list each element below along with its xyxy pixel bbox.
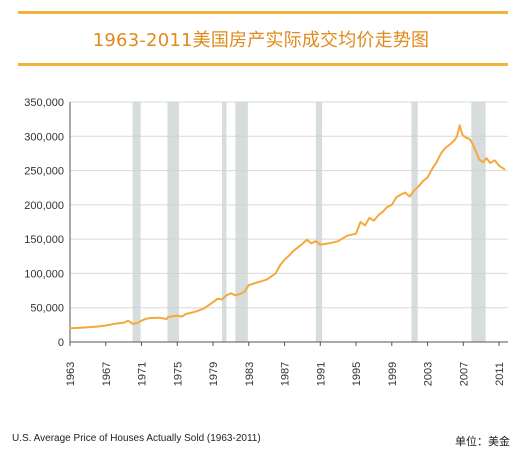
title-banner: 1963-2011美国房产实际成交均价走势图 xyxy=(0,0,522,70)
source-caption: U.S. Average Price of Houses Actually So… xyxy=(12,433,261,444)
x-tick-label: 1983 xyxy=(244,362,256,386)
x-tick-label: 1979 xyxy=(208,362,220,386)
x-tick-label: 1995 xyxy=(351,362,363,386)
recession-band xyxy=(132,102,141,342)
chart-title: 1963-2011美国房产实际成交均价走势图 xyxy=(92,30,430,51)
x-tick-label: 1971 xyxy=(137,362,149,386)
recession-band xyxy=(167,102,180,342)
y-tick-label: 100,000 xyxy=(24,268,64,280)
x-tick-label: 2007 xyxy=(458,362,470,386)
title-top-rule xyxy=(18,11,508,14)
x-tick-label: 1991 xyxy=(315,362,327,386)
recession-band xyxy=(315,102,323,342)
y-tick-label: 200,000 xyxy=(24,200,64,212)
x-tick-label: 1987 xyxy=(280,362,292,386)
y-tick-label: 150,000 xyxy=(24,234,64,246)
price-series-line xyxy=(69,124,506,330)
y-tick-label: 250,000 xyxy=(24,166,64,178)
x-tick-label: 2003 xyxy=(423,362,435,386)
x-tick-label: 1999 xyxy=(387,362,399,386)
recession-band xyxy=(471,102,486,342)
title-bottom-rule xyxy=(18,63,508,66)
y-tick-label: 350,000 xyxy=(24,97,64,109)
y-tick-label: 50,000 xyxy=(30,303,64,315)
x-tick-label: 1963 xyxy=(65,362,77,386)
y-tick-label: 300,000 xyxy=(24,131,64,143)
recession-band xyxy=(235,102,248,342)
unit-label: 单位：美金 xyxy=(455,435,510,448)
y-tick-label: 0 xyxy=(58,337,64,349)
x-tick-label: 2011 xyxy=(494,362,506,386)
recession-band xyxy=(411,102,418,342)
recession-band xyxy=(221,102,227,342)
x-tick-label: 1975 xyxy=(172,362,184,386)
x-tick-label: 1967 xyxy=(101,362,113,386)
